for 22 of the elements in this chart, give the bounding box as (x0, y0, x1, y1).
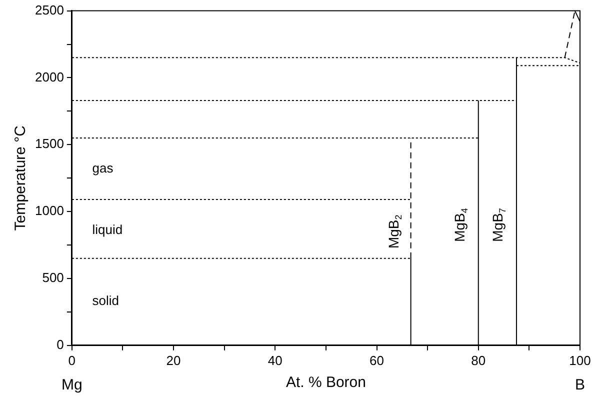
annotation: gas (92, 160, 114, 176)
y-tick-label: 500 (42, 270, 64, 286)
annotation: MgB2 (385, 214, 404, 249)
y-tick-label: 1000 (35, 203, 64, 218)
annotation: solid (92, 292, 119, 308)
text: B (575, 376, 586, 394)
annotation: liquid (92, 222, 123, 237)
x-tick-label: 100 (569, 352, 591, 368)
text: Mg (62, 376, 82, 394)
y-tick-label: 2500 (35, 2, 64, 18)
y-tick-label: 2000 (35, 69, 64, 84)
annotation: MgB4 (451, 208, 470, 242)
x-tick-label: 40 (268, 352, 282, 368)
x-tick-label: 0 (68, 352, 76, 368)
y-axis-title: Temperature °C (12, 125, 30, 231)
x-tick-label: 20 (166, 352, 181, 368)
y-tick-label: 0 (56, 336, 64, 352)
annotation: MgB7 (490, 208, 508, 242)
x-tick-label: 80 (471, 352, 486, 368)
y-tick-label: 1500 (35, 136, 64, 152)
x-axis-title: At. % Boron (286, 374, 366, 392)
x-tick-label: 60 (370, 352, 384, 368)
